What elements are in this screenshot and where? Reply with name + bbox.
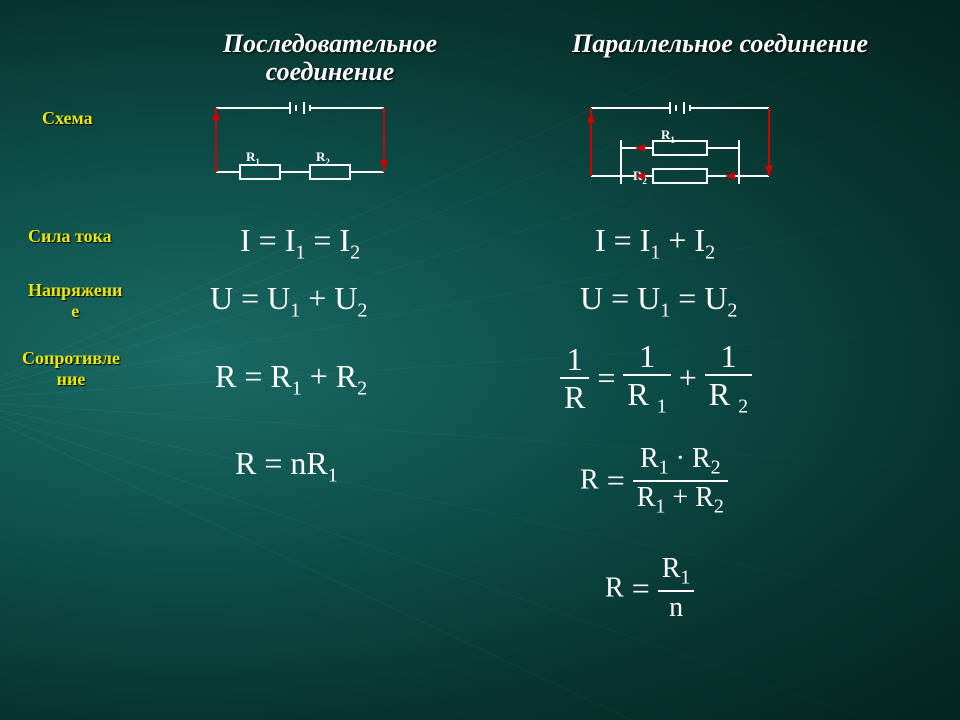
series-current-formula: I = I1 = I2	[240, 222, 360, 264]
parallel-current-formula: I = I1 + I2	[595, 222, 715, 264]
series-resistance-n-formula: R = nR1	[235, 445, 338, 487]
label-schema: Схема	[42, 108, 93, 129]
parallel-resistance-product-formula: R = R1 · R2R1 + R2	[580, 445, 728, 516]
label-resistance: Сопротивле ние	[22, 348, 120, 390]
parallel-resistance-n-formula: R = R1n	[605, 555, 694, 622]
background-rays	[0, 0, 960, 720]
parallel-circuit-diagram: R1R2	[585, 100, 775, 200]
label-current: Сила тока	[28, 226, 112, 247]
series-resistance-formula: R = R1 + R2	[215, 358, 367, 400]
parallel-resistance-reciprocal-formula: 1R = 1R 1 + 1R 2	[560, 340, 752, 416]
series-voltage-formula: U = U1 + U2	[210, 280, 367, 322]
parallel-header: Параллельное соединение	[570, 30, 870, 58]
svg-text:R1: R1	[661, 127, 675, 145]
series-header: Последовательное соединение	[180, 30, 480, 86]
label-voltage: Напряжени е	[28, 280, 122, 322]
series-circuit-diagram: R1R2	[210, 100, 390, 195]
parallel-voltage-formula: U = U1 = U2	[580, 280, 737, 322]
